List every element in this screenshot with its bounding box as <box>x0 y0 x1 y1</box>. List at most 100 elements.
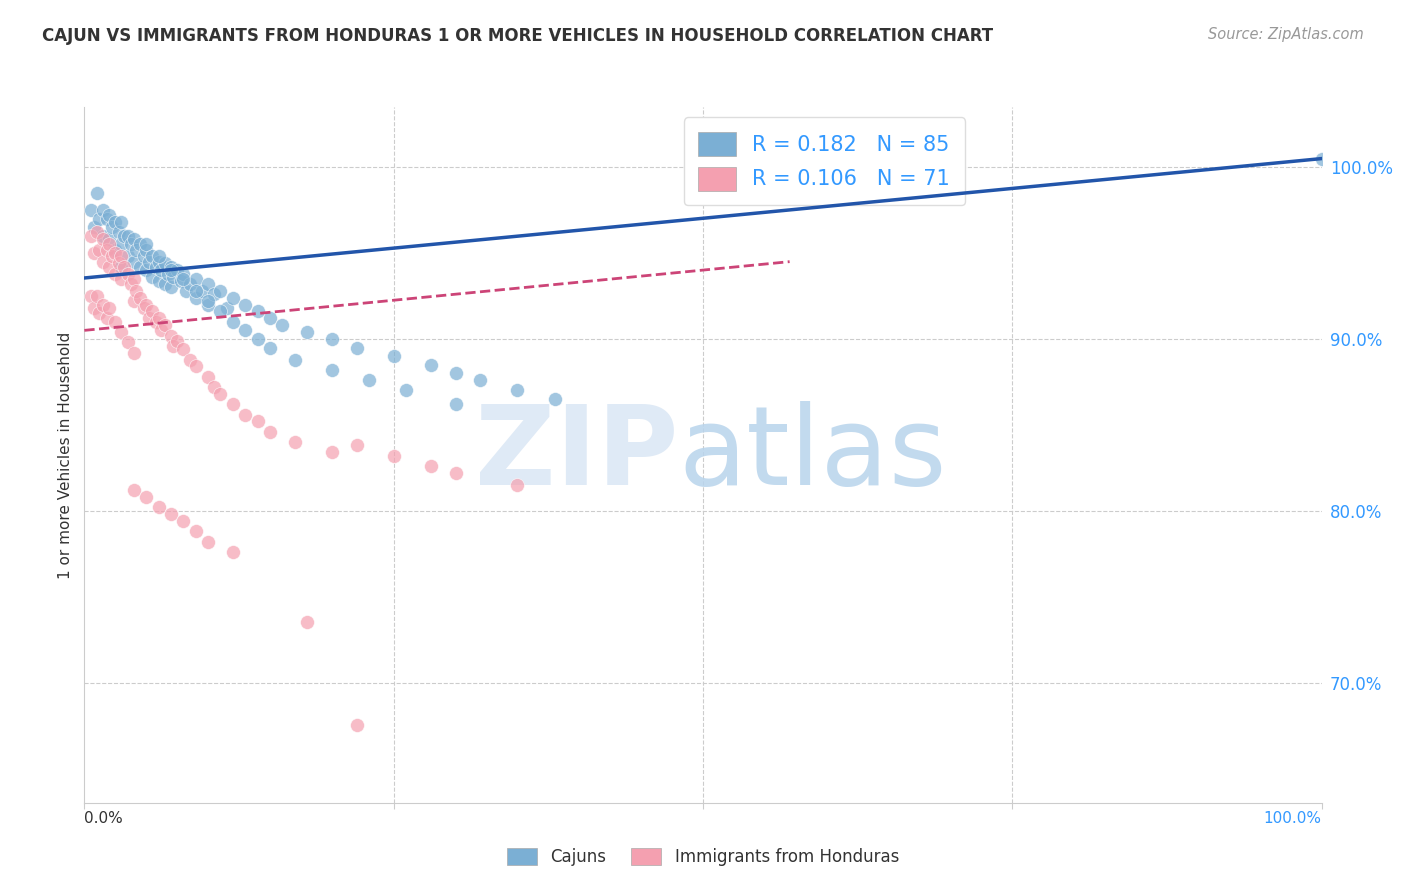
Point <box>132 301 155 315</box>
Point <box>79 228 101 243</box>
Y-axis label: 1 or more Vehicles in Household: 1 or more Vehicles in Household <box>58 331 73 579</box>
Point <box>91 228 114 243</box>
Point <box>83 220 105 235</box>
Point <box>110 272 132 286</box>
Point <box>117 228 139 243</box>
Point <box>357 373 380 387</box>
Point <box>222 315 245 329</box>
Point <box>174 284 197 298</box>
Point <box>444 466 467 480</box>
Point <box>104 315 127 329</box>
Point <box>122 272 145 286</box>
Point <box>172 272 194 286</box>
Point <box>202 287 225 301</box>
Point <box>91 232 114 246</box>
Point <box>246 414 269 428</box>
Point <box>91 254 114 268</box>
Point <box>104 243 127 257</box>
Point <box>259 341 281 355</box>
Point <box>209 304 232 318</box>
Point <box>233 408 256 422</box>
Point <box>346 718 368 732</box>
Point <box>215 301 238 315</box>
Point <box>170 274 193 288</box>
Point <box>153 318 176 333</box>
Point <box>153 256 176 270</box>
Point <box>191 284 214 298</box>
Point <box>209 284 232 298</box>
Point <box>129 237 152 252</box>
Text: 100.0%: 100.0% <box>1264 812 1322 826</box>
Point <box>184 272 207 286</box>
Point <box>160 280 183 294</box>
Point <box>172 343 194 357</box>
Point <box>112 228 135 243</box>
Point <box>150 323 173 337</box>
Point <box>96 211 118 226</box>
Point <box>150 263 173 277</box>
Point <box>148 274 170 288</box>
Point <box>197 294 219 309</box>
Point <box>506 478 529 492</box>
Point <box>96 243 118 257</box>
Point <box>122 232 145 246</box>
Point <box>395 384 418 398</box>
Point <box>259 311 281 326</box>
Point <box>543 392 565 406</box>
Point <box>104 215 127 229</box>
Point <box>284 435 307 450</box>
Point <box>222 545 245 559</box>
Point <box>86 186 108 200</box>
Point <box>89 211 111 226</box>
Point <box>271 318 294 333</box>
Point <box>222 397 245 411</box>
Point <box>122 345 145 359</box>
Point <box>184 291 207 305</box>
Point <box>98 232 121 246</box>
Point <box>148 311 170 326</box>
Point <box>89 243 111 257</box>
Point <box>246 304 269 318</box>
Point <box>135 237 157 252</box>
Point <box>141 250 163 264</box>
Point <box>132 250 155 264</box>
Point <box>91 203 114 218</box>
Point <box>79 203 101 218</box>
Point <box>148 250 170 264</box>
Point <box>79 289 101 303</box>
Point <box>110 237 132 252</box>
Point <box>506 384 529 398</box>
Text: atlas: atlas <box>678 401 946 508</box>
Point <box>117 267 139 281</box>
Point <box>222 291 245 305</box>
Point <box>135 490 157 504</box>
Point <box>100 250 122 264</box>
Point <box>86 226 108 240</box>
Point <box>382 349 405 363</box>
Legend: Cajuns, Immigrants from Honduras: Cajuns, Immigrants from Honduras <box>499 839 907 874</box>
Point <box>83 246 105 260</box>
Point <box>125 284 148 298</box>
Point <box>184 284 207 298</box>
Point <box>284 352 307 367</box>
Point <box>444 367 467 381</box>
Point <box>382 449 405 463</box>
Point <box>246 332 269 346</box>
Point <box>295 325 318 339</box>
Point <box>98 301 121 315</box>
Point <box>112 260 135 274</box>
Point <box>122 254 145 268</box>
Point <box>122 483 145 497</box>
Point <box>321 445 343 459</box>
Point <box>148 500 170 515</box>
Point <box>91 297 114 311</box>
Point <box>346 341 368 355</box>
Point <box>166 263 188 277</box>
Point <box>160 328 183 343</box>
Point <box>83 301 105 315</box>
Point <box>295 615 318 630</box>
Point <box>162 339 184 353</box>
Point <box>145 315 167 329</box>
Point <box>96 311 118 326</box>
Point <box>135 243 157 257</box>
